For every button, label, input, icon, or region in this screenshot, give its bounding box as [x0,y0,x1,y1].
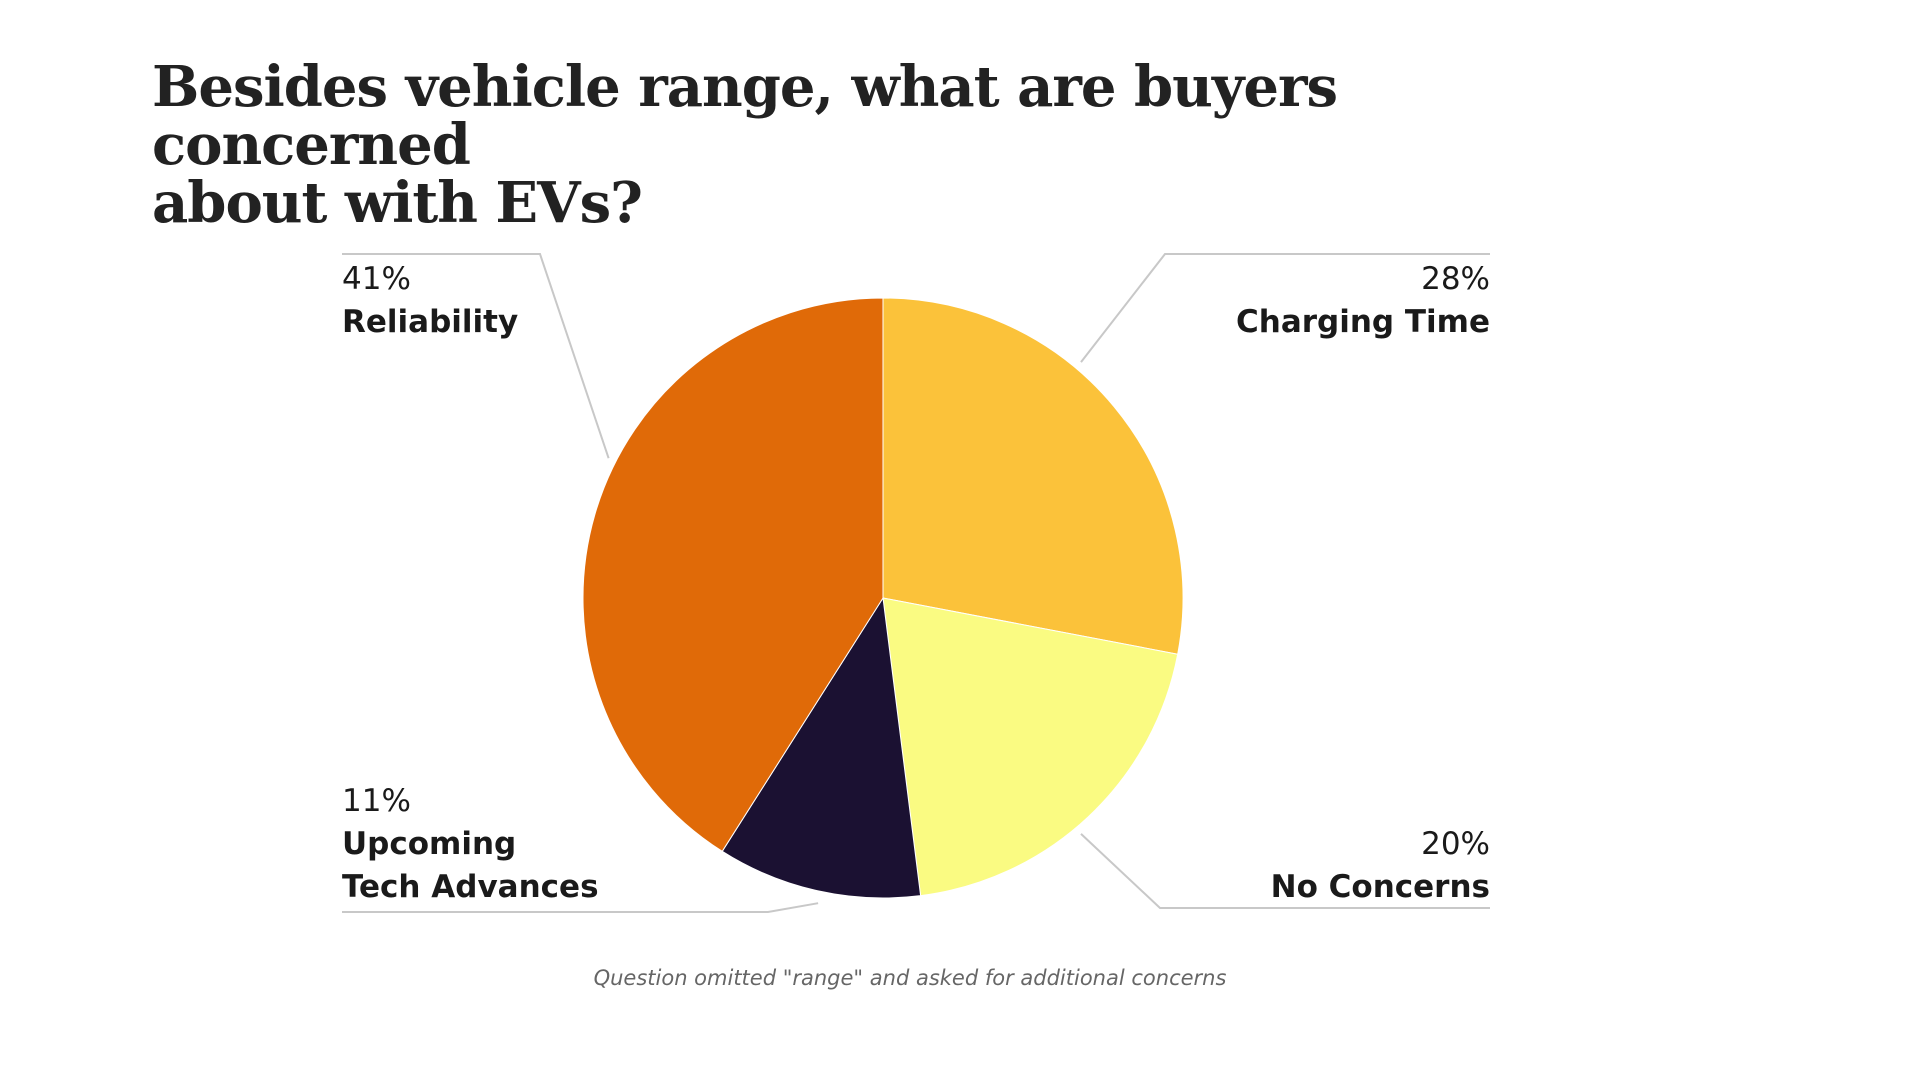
chart-footnote-text: Question omitted "range" and asked for a… [593,966,1227,990]
chart-title-line-1: Besides vehicle range, what are buyers c… [152,54,1338,178]
label-reliability-value: 41% [342,261,411,297]
label-upcoming-tech-name-1: Upcoming [342,826,517,862]
leader-lines [342,253,1490,913]
chart-title-line-2: about with EVs? [152,170,643,236]
label-reliability-name: Reliability [342,304,519,340]
label-charging-time-name: Charging Time [1236,304,1490,340]
label-upcoming-tech: 11% Upcoming Tech Advances [342,780,599,909]
leader-line-reliability [342,253,610,459]
pie-slice-upcoming-tech-advances [721,596,922,899]
label-upcoming-tech-name-2: Tech Advances [342,869,599,905]
label-no-concerns: 20% No Concerns [1150,823,1490,909]
label-no-concerns-name: No Concerns [1270,869,1490,905]
label-no-concerns-value: 20% [1421,826,1490,862]
label-reliability: 41% Reliability [342,258,518,344]
pie-slices [582,297,1184,899]
chart-footnote: Question omitted "range" and asked for a… [0,966,1820,990]
pie-slice-no-concerns [882,597,1179,897]
leader-line-charging-time [1080,253,1490,363]
leader-line-upcoming-tech [342,902,819,913]
label-charging-time: 28% Charging Time [1150,258,1490,344]
label-upcoming-tech-value: 11% [342,783,411,819]
pie-slice-reliability [582,297,884,852]
label-charging-time-value: 28% [1421,261,1490,297]
leader-line-no-concerns [1080,833,1490,909]
pie-slice-charging-time [882,297,1184,655]
chart-title: Besides vehicle range, what are buyers c… [152,58,1652,232]
